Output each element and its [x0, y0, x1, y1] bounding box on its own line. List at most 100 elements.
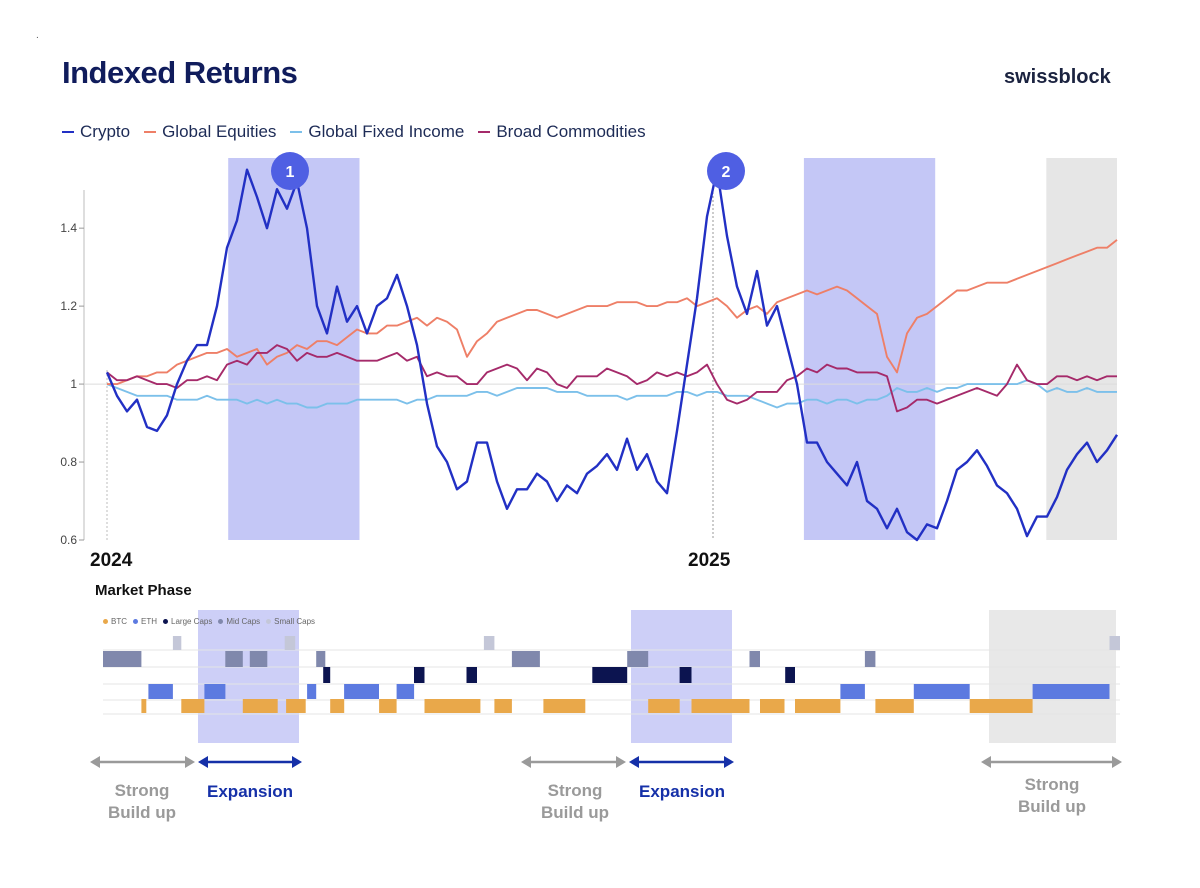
market-phase-legend: BTC ETH Large Caps Mid Caps Small Caps [103, 617, 315, 626]
x-tick-label-2024: 2024 [90, 550, 133, 571]
phase-segment-btc [181, 699, 205, 713]
phase-label-strong-build-up-2: Strong Build up [525, 780, 625, 824]
highlight-marker-2 [707, 152, 745, 190]
mp-legend-large-caps: Large Caps [163, 617, 212, 626]
arrow-build-up-3-head-right [1112, 756, 1122, 768]
phase-segment-btc [424, 699, 481, 713]
phase-segment-eth [1032, 684, 1110, 699]
phase-segment-btc [330, 699, 345, 713]
legend-label: BTC [111, 617, 127, 626]
brand-logo: swissblock [1004, 66, 1111, 88]
phase-segment-btc [379, 699, 397, 713]
highlight-marker-label: 1 [286, 164, 295, 181]
phase-segment-small-caps [284, 636, 296, 650]
phase-segment-large-caps [785, 667, 795, 683]
phase-segment-eth [148, 684, 173, 699]
phase-segment-btc [543, 699, 586, 713]
phase-segment-eth [307, 684, 317, 699]
arrow-build-up-2-head-left [521, 756, 531, 768]
phase-segment-mid-caps [316, 651, 326, 667]
y-tick-label: 1 [70, 377, 77, 391]
legend-label: ETH [141, 617, 157, 626]
legend-label: Global Fixed Income [308, 122, 465, 141]
phase-segment-eth [204, 684, 226, 699]
phase-segment-btc [760, 699, 785, 713]
arrow-build-up-3-head-left [981, 756, 991, 768]
legend-swatch [478, 131, 491, 133]
legend-label: Small Caps [274, 617, 316, 626]
mp-legend-mid-caps: Mid Caps [218, 617, 260, 626]
phase-segment-small-caps [1109, 636, 1120, 650]
phase-label-expansion-1: Expansion [195, 781, 305, 803]
phase-label-strong-build-up-1: Strong Build up [92, 780, 192, 824]
phase-segment-mid-caps [103, 651, 142, 667]
arrow-build-up-1-head-right [185, 756, 195, 768]
phase-label-strong-build-up-3: Strong Build up [1000, 774, 1104, 818]
legend-dot [218, 619, 224, 624]
y-tick-label: 0.6 [60, 533, 77, 547]
phase-segment-btc [795, 699, 841, 713]
phase-label-text: Strong Build up [541, 781, 609, 822]
legend-label: Global Equities [162, 122, 277, 141]
series-line-global-equities [107, 239, 1118, 386]
legend-dot [163, 619, 168, 624]
legend-label: Mid Caps [226, 617, 261, 626]
y-tick-label: 0.8 [60, 455, 77, 469]
legend-dot [266, 619, 272, 624]
arrow-expansion-1-head-left [198, 756, 208, 768]
phase-band-build-up [989, 610, 1116, 743]
legend-label: Broad Commodities [496, 122, 646, 141]
market-phase-title: Market Phase [95, 582, 192, 599]
phase-segment-btc [969, 699, 1033, 713]
chart-legend: Crypto Global Equities Global Fixed Inco… [62, 122, 646, 142]
phase-segment-small-caps [483, 636, 495, 650]
legend-dot [133, 619, 138, 624]
legend-label: Large Caps [171, 617, 213, 626]
highlight-marker-label: 2 [722, 164, 731, 181]
phase-segment-mid-caps [225, 651, 243, 667]
phase-label-text: Strong Build up [1018, 775, 1086, 816]
arrow-expansion-2-head-left [629, 756, 639, 768]
phase-segment-mid-caps [749, 651, 760, 667]
phase-segment-btc [242, 699, 278, 713]
phase-segment-eth [840, 684, 865, 699]
highlight-band-1 [228, 158, 360, 540]
phase-label-expansion-2: Expansion [627, 781, 737, 803]
legend-swatch [62, 131, 74, 133]
legend-item-global-equities: Global Equities [144, 122, 276, 142]
series-line-crypto [105, 168, 1119, 542]
phase-segment-btc [494, 699, 512, 713]
phase-segment-btc [691, 699, 750, 713]
legend-item-broad-commodities: Broad Commodities [478, 122, 646, 142]
legend-swatch [144, 131, 157, 133]
legend-swatch [290, 131, 303, 133]
arrow-build-up-1-head-left [90, 756, 100, 768]
phase-label-text: Expansion [639, 782, 725, 801]
phase-segment-btc [875, 699, 914, 713]
arrow-expansion-2-head-right [724, 756, 734, 768]
phase-band-expansion-1 [198, 610, 299, 743]
phase-label-text: Expansion [207, 782, 293, 801]
highlight-marker-1 [271, 152, 309, 190]
legend-item-global-fixed-income: Global Fixed Income [290, 122, 464, 142]
phase-segment-large-caps [323, 667, 331, 683]
phase-segment-btc [141, 699, 147, 713]
highlight-band-3 [1046, 158, 1117, 540]
phase-segment-eth [396, 684, 415, 699]
series-line-global-fixed-income [106, 379, 1117, 409]
phase-segment-small-caps [172, 636, 182, 650]
phase-segment-btc [286, 699, 306, 713]
x-tick-label-2025: 2025 [688, 550, 731, 571]
phase-segment-mid-caps [864, 651, 876, 667]
legend-label: Crypto [80, 122, 131, 141]
highlight-band-2 [803, 158, 936, 540]
y-tick-label: 1.2 [60, 299, 77, 313]
mp-legend-small-caps: Small Caps [266, 617, 315, 626]
phase-segment-mid-caps [627, 651, 649, 667]
corner-mark: . [36, 30, 39, 41]
mp-legend-eth: ETH [133, 617, 157, 626]
phase-segment-eth [913, 684, 970, 699]
phase-segment-btc [648, 699, 680, 713]
phase-label-text: Strong Build up [108, 781, 176, 822]
